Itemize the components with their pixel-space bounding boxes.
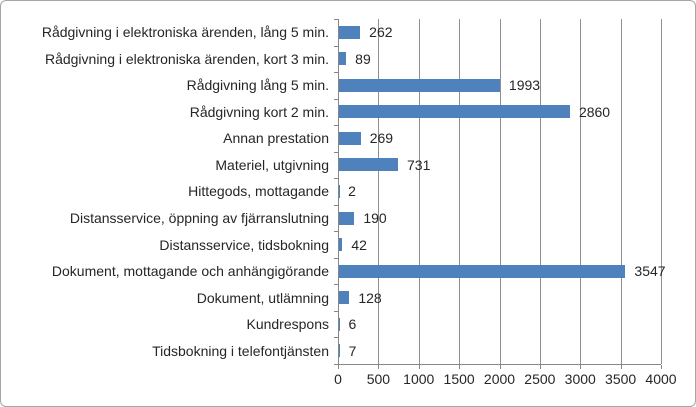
bar-value-label: 190	[363, 210, 387, 227]
x-axis-tick	[661, 365, 662, 369]
x-axis-tick	[580, 365, 582, 369]
x-axis-tick	[539, 365, 541, 369]
x-axis-tick-label: 4000	[645, 371, 677, 387]
y-axis-tick	[334, 257, 338, 259]
y-axis-tick	[334, 337, 338, 339]
bar	[339, 78, 500, 92]
bar	[339, 291, 350, 305]
gridline	[459, 19, 461, 364]
bar	[339, 211, 355, 225]
category-label: Rådgivning kort 2 min.	[189, 103, 329, 120]
bar	[339, 238, 343, 252]
x-axis-tick-label: 1000	[403, 371, 435, 387]
category-label: Materiel, utgivning	[215, 156, 329, 173]
x-axis-tick	[459, 365, 461, 369]
bar	[339, 264, 626, 278]
gridline	[378, 19, 380, 364]
y-axis-tick	[334, 45, 338, 47]
x-axis-tick	[499, 365, 501, 369]
gridline	[661, 19, 662, 364]
x-axis-tick-label: 0	[334, 371, 342, 387]
bar	[339, 344, 340, 358]
gridline	[580, 19, 582, 364]
x-axis-tick	[418, 365, 420, 369]
bar-value-label: 269	[369, 130, 394, 147]
y-axis-tick	[334, 151, 338, 153]
bar-value-label: 7	[348, 342, 357, 359]
x-axis-tick	[338, 365, 339, 369]
x-axis-tick-label: 3500	[605, 371, 637, 387]
category-label: Distansservice, öppning av fjärranslutni…	[69, 210, 329, 227]
x-axis-tick-label: 1500	[443, 371, 475, 387]
x-axis-tick	[620, 365, 622, 369]
x-axis-tick-label: 3000	[564, 371, 596, 387]
category-label: Distansservice, tidsbokning	[159, 236, 329, 253]
bar-value-label: 2860	[578, 103, 611, 120]
y-axis-tick	[334, 231, 338, 233]
y-axis-tick	[334, 125, 338, 127]
category-label: Hittegods, mottagande	[188, 183, 329, 200]
y-axis-tick	[334, 98, 338, 100]
x-axis-tick-label: 500	[366, 371, 391, 387]
bar	[339, 52, 347, 66]
bar-value-label: 89	[355, 50, 371, 67]
bar-value-label: 42	[351, 236, 367, 253]
x-axis-tick-label: 2500	[524, 371, 556, 387]
gridline	[539, 19, 541, 364]
y-axis-tick	[334, 204, 338, 206]
x-axis-tick-label: 2000	[483, 371, 516, 387]
category-label: Rådgivning i elektroniska ärenden, lång …	[41, 24, 329, 41]
gridline	[620, 19, 622, 364]
category-label: Kundrespons	[246, 316, 329, 333]
category-label: Dokument, utlämning	[196, 289, 329, 306]
x-axis-tick	[378, 365, 380, 369]
bar	[339, 25, 361, 39]
y-axis-tick	[334, 284, 338, 286]
gridline	[499, 19, 501, 364]
bar-value-label: 262	[369, 24, 393, 41]
y-axis-tick	[334, 310, 338, 312]
category-label: Rådgivning i elektroniska ärenden, kort …	[44, 50, 329, 67]
category-label: Tidsbokning i telefontjänsten	[152, 342, 329, 359]
bar-value-label: 1993	[508, 77, 541, 94]
gridline	[418, 19, 420, 364]
bar-value-label: 128	[358, 289, 382, 306]
bar-value-label: 2	[348, 183, 356, 200]
category-label: Dokument, mottagande och anhängigörande	[51, 263, 329, 280]
y-axis-line	[338, 19, 339, 365]
bar	[339, 158, 399, 172]
bar-value-label: 6	[348, 316, 357, 333]
category-label: Rådgivning lång 5 min.	[186, 77, 329, 94]
category-label: Annan prestation	[223, 130, 329, 147]
bar-value-label: 3547	[634, 263, 666, 280]
y-axis-tick	[334, 178, 338, 180]
y-axis-tick	[334, 72, 338, 74]
bar	[339, 105, 570, 119]
y-axis-tick	[334, 364, 338, 365]
bar	[339, 131, 361, 145]
bar-value-label: 731	[407, 156, 431, 173]
x-axis-line	[334, 364, 661, 365]
y-axis-tick	[334, 19, 338, 20]
